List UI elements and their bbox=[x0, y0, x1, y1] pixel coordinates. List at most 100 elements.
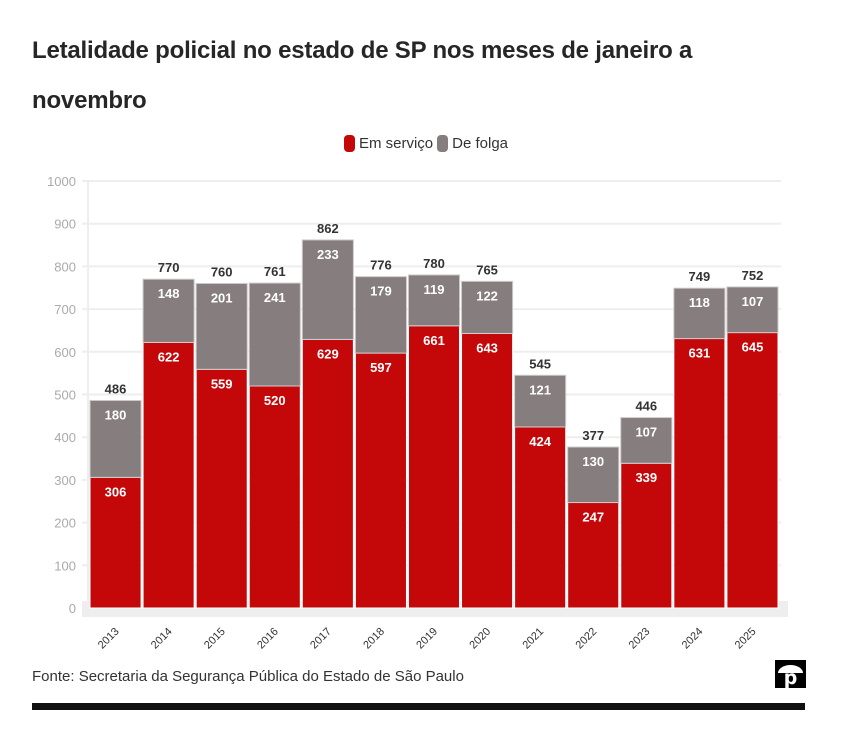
logo-arc-icon bbox=[778, 665, 803, 673]
data-label-de-folga: 148 bbox=[158, 286, 180, 301]
total-label: 446 bbox=[635, 399, 657, 414]
y-tick-label: 600 bbox=[54, 345, 76, 360]
x-tick-label: 2013 bbox=[96, 626, 122, 650]
legend-swatch-de-folga bbox=[437, 135, 449, 152]
bar-em-servico-2014 bbox=[142, 341, 195, 609]
total-label: 545 bbox=[529, 356, 551, 371]
data-label-em-servico: 247 bbox=[582, 510, 604, 525]
legend-item-em-servico[interactable]: Em serviço bbox=[343, 135, 434, 152]
y-tick-label: 200 bbox=[54, 516, 76, 531]
bar-de-folga-2015 bbox=[195, 282, 248, 370]
data-label-em-servico: 645 bbox=[742, 340, 764, 355]
data-label-em-servico: 520 bbox=[264, 393, 286, 408]
x-axis-ticks: 2013 2014 2015 2016 2017 2018 2019 2020 2021 2022… bbox=[96, 626, 759, 650]
bars bbox=[89, 239, 779, 609]
data-label-em-servico: 643 bbox=[476, 340, 498, 355]
total-label: 749 bbox=[689, 269, 711, 284]
chart-title: Letalidade policial no estado de SP nos … bbox=[32, 37, 693, 114]
bar-de-folga-2018 bbox=[354, 276, 407, 354]
y-tick-label: 400 bbox=[54, 430, 76, 445]
bar-em-servico-2018 bbox=[354, 352, 407, 609]
y-tick-label: 300 bbox=[54, 473, 76, 488]
bar-de-folga-2025 bbox=[726, 286, 779, 334]
bar-de-folga-2019 bbox=[407, 274, 461, 327]
data-label-de-folga: 201 bbox=[211, 290, 233, 305]
total-label: 862 bbox=[317, 221, 339, 236]
bar-de-folga-2016 bbox=[248, 282, 301, 387]
y-tick-label: 700 bbox=[54, 302, 76, 317]
legend-label-em-servico: Em serviço bbox=[358, 135, 434, 152]
data-label-em-servico: 339 bbox=[635, 470, 657, 485]
data-label-de-folga: 119 bbox=[424, 282, 445, 297]
bar-em-servico-2019 bbox=[407, 325, 461, 609]
data-label-em-servico: 629 bbox=[317, 346, 339, 361]
y-tick-label: 500 bbox=[54, 388, 76, 403]
x-tick-label: 2016 bbox=[255, 626, 281, 650]
legend-label-de-folga: De folga bbox=[452, 135, 509, 152]
bar-de-folga-2023 bbox=[620, 417, 673, 464]
x-tick-label: 2024 bbox=[680, 626, 706, 650]
x-tick-label: 2019 bbox=[414, 626, 440, 650]
data-labels: 306 180 486 622 148 770 559 201 760 520 241 761 629 2… bbox=[105, 221, 764, 525]
total-label: 760 bbox=[211, 264, 233, 279]
data-label-em-servico: 661 bbox=[423, 333, 445, 348]
legend-swatch-em-servico bbox=[343, 135, 355, 152]
bar-em-servico-2015 bbox=[195, 368, 248, 609]
bar-em-servico-2016 bbox=[248, 385, 301, 609]
data-label-em-servico: 631 bbox=[689, 346, 711, 361]
data-label-em-servico: 559 bbox=[211, 376, 233, 391]
publisher-logo: p bbox=[775, 660, 806, 688]
bar-de-folga-2024 bbox=[673, 287, 726, 340]
data-label-em-servico: 424 bbox=[529, 434, 551, 449]
logo-letter: p bbox=[783, 667, 798, 688]
bar-em-servico-2023 bbox=[620, 462, 673, 609]
source-note: Fonte: Secretaria da Segurança Pública d… bbox=[32, 668, 464, 685]
data-label-de-folga: 118 bbox=[689, 295, 710, 310]
data-label-de-folga: 107 bbox=[635, 425, 657, 440]
footer-rule bbox=[32, 703, 805, 710]
y-tick-label: 0 bbox=[69, 601, 76, 616]
x-tick-label: 2025 bbox=[733, 626, 759, 650]
legend-item-de-folga[interactable]: De folga bbox=[437, 135, 508, 152]
x-tick-label: 2017 bbox=[308, 626, 334, 650]
bar-de-folga-2020 bbox=[461, 280, 514, 334]
total-label: 752 bbox=[742, 268, 764, 283]
data-label-de-folga: 122 bbox=[476, 288, 498, 303]
bar-em-servico-2021 bbox=[514, 426, 567, 609]
x-tick-label: 2021 bbox=[520, 626, 546, 650]
bar-de-folga-2017 bbox=[301, 239, 354, 340]
y-tick-label: 800 bbox=[54, 259, 76, 274]
y-axis-ticks: 0 100 200 300 400 500 600 700 800 900 1000 bbox=[47, 174, 76, 616]
y-tick-label: 1000 bbox=[47, 174, 76, 189]
bar-em-servico-2025 bbox=[726, 332, 779, 609]
data-label-de-folga: 233 bbox=[317, 247, 339, 262]
data-label-em-servico: 306 bbox=[105, 484, 127, 499]
total-label: 486 bbox=[105, 381, 127, 396]
bar-de-folga-2014 bbox=[142, 278, 195, 343]
data-label-de-folga: 130 bbox=[582, 454, 604, 469]
data-label-de-folga: 180 bbox=[105, 407, 127, 422]
total-label: 765 bbox=[476, 262, 498, 277]
legend: Em serviço De folga bbox=[0, 135, 856, 152]
data-label-de-folga: 107 bbox=[742, 294, 764, 309]
bar-em-servico-2013 bbox=[89, 476, 142, 609]
stacked-bar-chart: 0 100 200 300 400 500 600 700 800 900 1000 306 180 4… bbox=[47, 174, 788, 650]
bar-em-servico-2017 bbox=[301, 338, 354, 609]
total-label: 761 bbox=[264, 264, 286, 279]
bar-de-folga-2022 bbox=[567, 446, 620, 504]
data-label-de-folga: 121 bbox=[529, 382, 551, 397]
data-label-de-folga: 241 bbox=[264, 290, 286, 305]
data-label-em-servico: 597 bbox=[370, 360, 392, 375]
total-label: 780 bbox=[423, 256, 445, 271]
total-label: 377 bbox=[582, 428, 604, 443]
x-tick-label: 2015 bbox=[202, 626, 228, 650]
bar-de-folga-2021 bbox=[514, 374, 567, 428]
bar-de-folga-2013 bbox=[89, 399, 142, 478]
bar-em-servico-2020 bbox=[461, 332, 514, 609]
data-label-de-folga: 179 bbox=[370, 284, 392, 299]
data-label-em-servico: 622 bbox=[158, 349, 180, 364]
x-tick-label: 2014 bbox=[149, 626, 175, 650]
x-tick-label: 2022 bbox=[574, 626, 600, 650]
x-tick-label: 2018 bbox=[361, 626, 387, 650]
y-tick-label: 900 bbox=[54, 217, 76, 232]
